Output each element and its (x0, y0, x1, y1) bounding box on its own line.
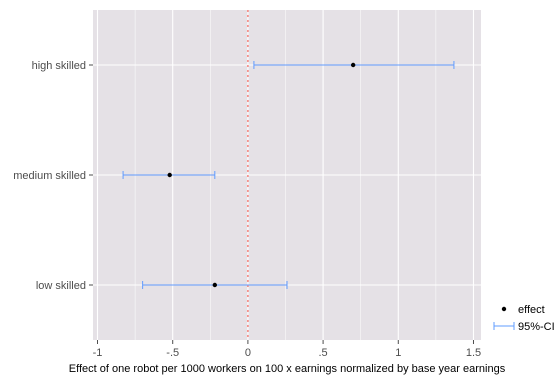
effect-point (167, 172, 172, 178)
x-axis: -1 -.5 0 .5 1 1.5 (93, 340, 481, 359)
category-label: high skilled (32, 60, 86, 72)
x-tick-label: -.5 (166, 347, 179, 359)
x-tick-label: .5 (318, 347, 327, 359)
effect-point (350, 62, 356, 68)
category-label: medium skilled (13, 170, 86, 182)
legend-effect-label: effect (518, 304, 545, 316)
category-label: low skilled (36, 280, 86, 292)
legend-effect-marker (501, 306, 507, 312)
x-tick-label: 1.5 (466, 347, 481, 359)
x-tick-label: 1 (395, 347, 401, 359)
effect-point (212, 282, 218, 288)
x-tick-label: -1 (93, 347, 103, 359)
point-layer (167, 62, 356, 288)
legend: effect 95%-CI (493, 304, 555, 333)
y-axis: high skilled medium skilled low skilled (13, 60, 93, 292)
x-tick-label: 0 (245, 347, 251, 359)
legend-ci-marker (493, 322, 515, 330)
legend-ci-label: 95%-CI (518, 321, 555, 333)
x-axis-title: Effect of one robot per 1000 workers on … (69, 363, 506, 375)
